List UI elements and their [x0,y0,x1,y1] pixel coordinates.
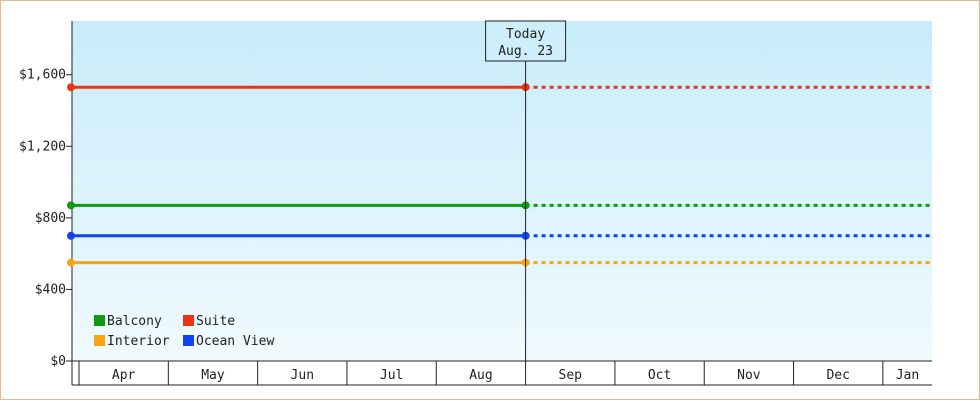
month-label: Jun [291,368,314,383]
y-tick-label: $1,600 [19,68,66,83]
y-tick-label: $1,200 [19,139,66,154]
series-suite [67,83,932,92]
legend-item: Interior [94,334,170,349]
legend-item: Suite [183,314,235,329]
today-box [485,20,567,62]
y-axis: $0 $400 $800 $1,200 $1,600 [19,21,73,385]
legend-label: Suite [196,314,235,329]
legend-label: Balcony [107,314,162,329]
legend-label: Interior [107,334,170,349]
series-point [67,83,75,92]
month-label: Oct [648,368,671,383]
legend-item: Ocean View [183,334,274,349]
plot-area [72,21,932,361]
month-label: Dec [826,368,849,383]
legend-label: Ocean View [196,334,274,349]
x-axis: Apr May Jun Jul Aug Sep Oct Nov Dec Jan [72,360,932,386]
today-title: Today [506,27,545,42]
legend-swatch [94,315,105,326]
legend-swatch [183,335,194,346]
legend-item: Balcony [94,314,162,329]
legend: Balcony Suite Interior Ocean View [94,314,274,349]
today-marker: Today Aug. 23 [485,20,567,361]
series-point [67,201,75,210]
month-label: Sep [559,368,583,383]
y-tick-label: $800 [35,211,66,226]
month-label: Jul [380,368,403,383]
month-label: Nov [737,368,761,383]
month-label: Jan [896,368,919,383]
legend-swatch [94,335,105,346]
series-point [67,231,75,240]
month-label: Aug [469,368,492,383]
y-tick-label: $400 [35,282,66,297]
legend-swatch [183,315,194,326]
month-label: May [201,368,225,383]
series-point [67,258,75,267]
month-label: Apr [112,368,136,383]
y-tick-label: $0 [50,354,66,369]
today-date: Aug. 23 [498,44,553,59]
series-layer [67,83,932,267]
